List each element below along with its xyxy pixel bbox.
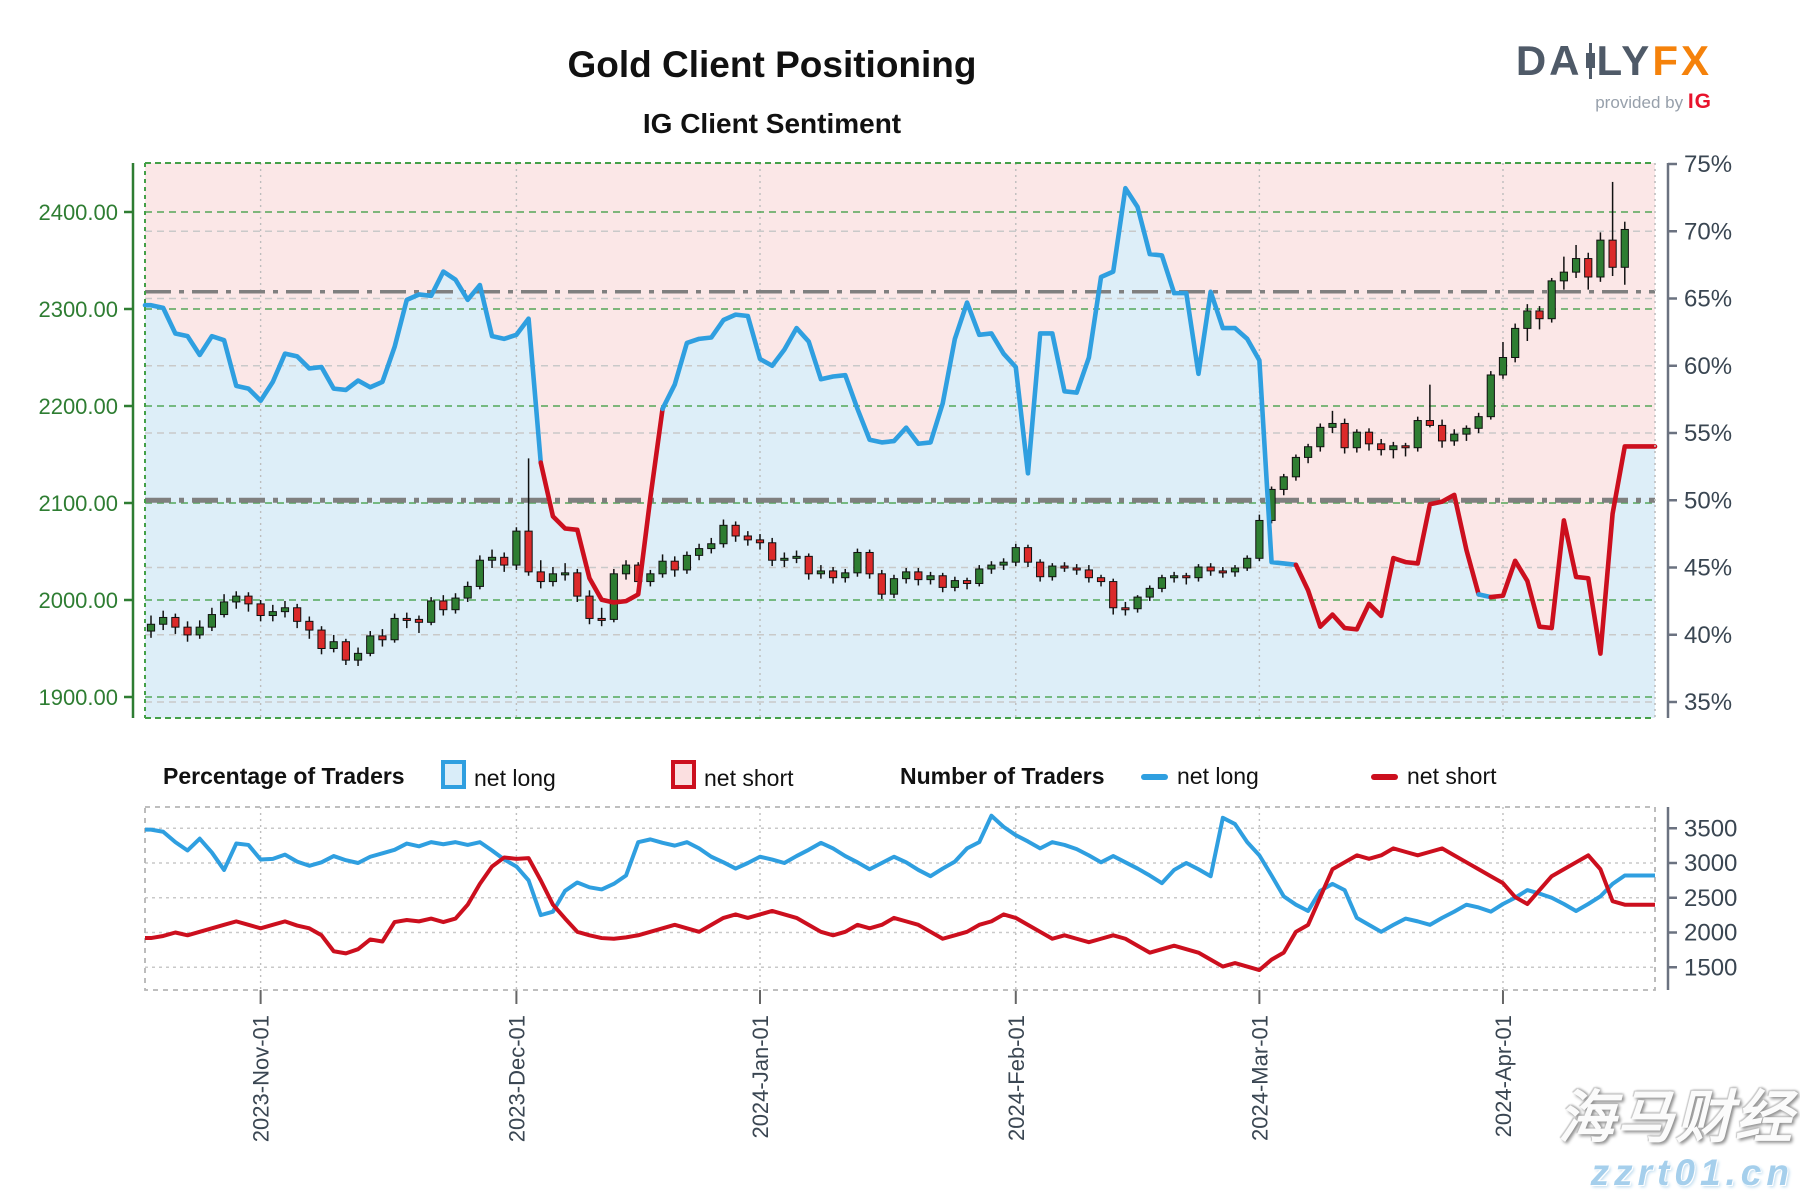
pct-net-long-swatch-icon bbox=[441, 760, 466, 789]
price-axis-label: 2300.00 bbox=[38, 297, 118, 322]
pct-net-long-label: net long bbox=[474, 765, 556, 791]
net-short-count-line bbox=[145, 846, 1655, 973]
num-net-short-label: net short bbox=[1407, 763, 1497, 789]
legend-number-group-title: Number of Traders bbox=[900, 763, 1105, 789]
num-net-long-label: net long bbox=[1177, 763, 1259, 789]
price-axis-label: 2000.00 bbox=[38, 588, 118, 613]
sentiment-percentage-line bbox=[142, 185, 1658, 656]
x-axis-month-label: 2024-Jan-01 bbox=[748, 1015, 773, 1139]
chart-legend: Percentage of Traders net long net short… bbox=[0, 760, 1800, 794]
chart-subtitle: IG Client Sentiment bbox=[642, 108, 902, 139]
logo-byline: provided by IG bbox=[1516, 91, 1712, 112]
x-axis-month-label: 2024-Feb-01 bbox=[1004, 1015, 1029, 1141]
legend-pct-net-short: net short bbox=[671, 760, 794, 794]
logo-fx-text: FX bbox=[1652, 37, 1712, 84]
lower-panel-border bbox=[144, 806, 1656, 991]
legend-percentage-group-title: Percentage of Traders bbox=[163, 763, 405, 789]
logo-ig-text: IG bbox=[1687, 90, 1712, 113]
logo-provided-by-text: provided by bbox=[1595, 93, 1684, 112]
price-axis-label: 2400.00 bbox=[38, 200, 118, 225]
legend-num-net-long: net long bbox=[1141, 760, 1259, 794]
percent-axis-label: 35% bbox=[1684, 689, 1732, 716]
num-net-long-dash-icon bbox=[1141, 774, 1168, 780]
count-axis-label: 1500 bbox=[1684, 954, 1737, 981]
count-axis-label: 2000 bbox=[1684, 920, 1737, 947]
x-axis-month-label: 2024-Mar-01 bbox=[1247, 1015, 1272, 1141]
page-title: Gold Client Positioning bbox=[567, 44, 977, 85]
percent-axis-label: 60% bbox=[1684, 353, 1732, 380]
x-axis-month-label: 2024-Apr-01 bbox=[1491, 1015, 1516, 1137]
bg-net-long-majority-region bbox=[145, 188, 1655, 718]
count-axis-label: 2500 bbox=[1684, 885, 1737, 912]
logo-ly-text: LY bbox=[1596, 37, 1653, 84]
dailyfx-wordmark: DA LYFX bbox=[1516, 40, 1712, 82]
percent-axis-label: 75% bbox=[1684, 151, 1732, 178]
candlestick-series bbox=[146, 181, 1629, 666]
price-axis-label: 2200.00 bbox=[38, 394, 118, 419]
x-axis-month-label: 2023-Nov-01 bbox=[249, 1015, 274, 1142]
dailyfx-logo: DA LYFX provided by IG bbox=[1516, 40, 1712, 113]
num-net-short-dash-icon bbox=[1371, 774, 1398, 780]
legend-num-net-short: net short bbox=[1371, 760, 1497, 794]
percent-axis-label: 45% bbox=[1684, 555, 1732, 582]
pct-net-short-label: net short bbox=[704, 765, 794, 791]
logo-da-text: DA bbox=[1515, 37, 1583, 84]
count-axis-label: 3500 bbox=[1684, 815, 1737, 842]
percent-axis-label: 55% bbox=[1684, 420, 1732, 447]
bg-net-short-majority-region bbox=[145, 163, 1655, 654]
percent-axis-label: 50% bbox=[1684, 487, 1732, 514]
price-axis-label: 1900.00 bbox=[38, 685, 118, 710]
legend-pct-net-long: net long bbox=[441, 760, 556, 794]
price-axis-label: 2100.00 bbox=[38, 491, 118, 516]
percent-axis-label: 65% bbox=[1684, 286, 1732, 313]
x-axis-month-label: 2023-Dec-01 bbox=[504, 1015, 529, 1142]
pct-net-short-swatch-icon bbox=[671, 760, 696, 789]
percent-axis-label: 70% bbox=[1684, 218, 1732, 245]
net-long-count-line bbox=[145, 813, 1655, 934]
count-axis-label: 3000 bbox=[1684, 850, 1737, 877]
percent-axis-label: 40% bbox=[1684, 622, 1732, 649]
logo-candlestick-icon bbox=[1585, 43, 1595, 79]
